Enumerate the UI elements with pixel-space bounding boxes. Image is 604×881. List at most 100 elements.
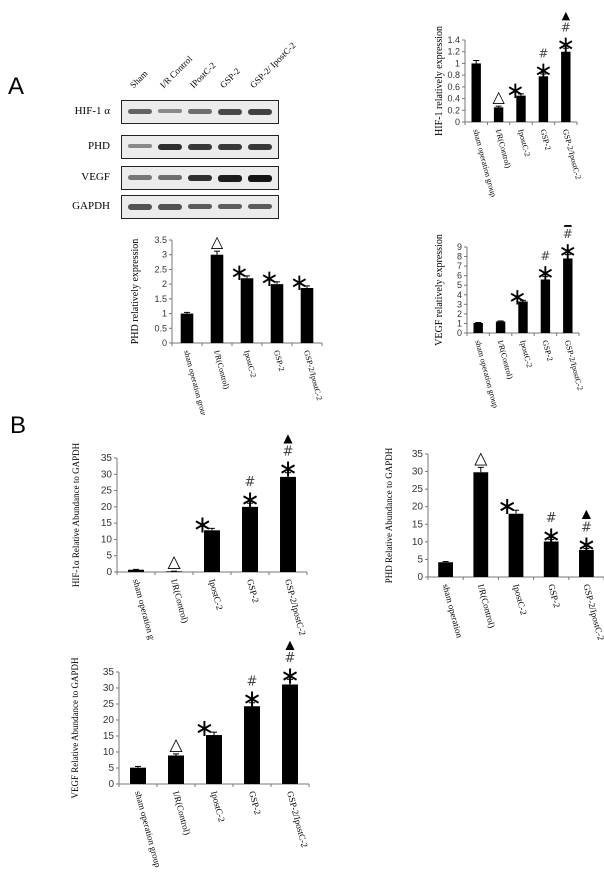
category-label: GSP-2	[540, 339, 554, 362]
lane-label: GSP-2	[217, 65, 242, 90]
y-tick-label: 35	[412, 449, 424, 460]
asterisk-marker: ∗	[278, 455, 298, 483]
y-axis-label: HIF-1 relatively expression	[434, 26, 445, 136]
y-tick-label: 6	[457, 271, 462, 281]
bar	[473, 472, 489, 577]
blot-band	[128, 175, 152, 180]
asterisk-marker: ∗	[576, 531, 596, 559]
filled-triangle-marker: ▲	[285, 640, 295, 652]
y-tick-label: 1	[455, 58, 460, 68]
bar	[438, 562, 453, 577]
asterisk-marker: ∗	[506, 78, 525, 104]
y-tick-label: 0	[457, 328, 462, 338]
bar	[244, 706, 260, 784]
bar	[508, 513, 524, 577]
asterisk-marker: ∗	[536, 261, 555, 287]
y-tick-label: 25	[101, 486, 113, 497]
bar	[300, 287, 314, 343]
y-tick-label: 5	[457, 280, 462, 290]
category-label: sham operation group	[182, 349, 209, 415]
bar	[493, 107, 504, 122]
y-tick-label: 10	[103, 747, 115, 758]
y-tick-label: 0.4	[447, 94, 460, 104]
lane-label: IPostC-2	[187, 60, 218, 90]
bar	[280, 476, 296, 572]
blot-band	[218, 144, 242, 151]
y-tick-label: 30	[103, 683, 115, 694]
hash-marker: #	[245, 475, 256, 490]
category-label: IpostC-2	[242, 349, 258, 378]
bar	[204, 530, 220, 572]
y-axis-label: VEGF relatively expression	[434, 234, 445, 346]
bar	[128, 569, 144, 572]
category-label: GSP-2	[272, 349, 286, 372]
blot-band	[188, 144, 212, 151]
y-tick-label: 0	[455, 117, 460, 127]
blot-band	[128, 109, 152, 115]
y-tick-label: 2	[162, 279, 167, 289]
asterisk-marker: ∗	[497, 492, 517, 520]
hash-marker: #	[283, 444, 294, 459]
y-tick-label: 2	[457, 309, 462, 319]
y-tick-label: 30	[412, 467, 424, 478]
open-triangle-marker: △	[492, 87, 505, 106]
y-tick-label: 9	[457, 242, 462, 252]
category-label: GSP-2	[546, 583, 562, 609]
bar	[282, 684, 298, 784]
category-label: IpostC-2	[209, 790, 227, 823]
category-label: sham operation group	[131, 578, 161, 640]
bar	[518, 301, 528, 333]
y-tick-label: 5	[108, 763, 114, 774]
category-label: I/R(Control)	[476, 583, 497, 629]
hash-marker: #	[285, 651, 296, 666]
y-tick-label: 8	[457, 252, 462, 262]
y-axis-label: VEGF Relative Abundance to GAPDH	[70, 657, 80, 798]
category-label: I/R(Control)	[496, 339, 515, 380]
y-tick-label: 3.5	[154, 235, 167, 245]
y-tick-label: 25	[412, 484, 424, 495]
bar	[210, 254, 224, 343]
blot-strip	[121, 166, 279, 190]
bar	[130, 767, 146, 784]
y-tick-label: 15	[412, 519, 424, 530]
y-tick-label: 5	[417, 554, 423, 565]
asterisk-marker: ∗	[556, 32, 575, 58]
y-tick-label: 0.8	[447, 70, 460, 80]
y-tick-label: 35	[103, 667, 115, 678]
bar	[206, 735, 222, 784]
bar	[495, 321, 506, 333]
bar	[563, 258, 573, 333]
y-tick-label: 35	[101, 453, 113, 464]
open-triangle-marker: △	[169, 735, 183, 755]
blot-band	[188, 109, 212, 114]
hash-marker: #	[538, 46, 548, 60]
category-label: GSP-2	[245, 578, 261, 604]
blot-band	[248, 204, 272, 210]
category-label: IpostC-2	[518, 339, 534, 368]
blot-band	[158, 109, 182, 114]
y-tick-label: 0	[106, 567, 112, 578]
category-label: IpostC-2	[207, 578, 225, 611]
panel-letter-b: B	[10, 412, 27, 439]
y-tick-label: 25	[103, 699, 115, 710]
panel-letter-a: A	[8, 73, 25, 100]
filled-triangle-marker: ▲	[564, 225, 573, 228]
blot-row-label: HIF-1 α	[74, 105, 110, 117]
asterisk-marker: ∗	[192, 510, 212, 538]
blot-band	[188, 204, 212, 210]
bar	[543, 541, 559, 577]
bar	[538, 76, 549, 122]
open-triangle-marker: △	[474, 448, 488, 468]
bar	[240, 278, 254, 343]
y-tick-label: 3	[457, 299, 462, 309]
filled-triangle-marker: ▲	[562, 9, 571, 22]
y-tick-label: 7	[457, 261, 462, 271]
blot-strip	[121, 135, 279, 159]
y-axis-label: PHD relatively expression	[130, 239, 141, 345]
blot-row-label: PHD	[87, 140, 110, 152]
asterisk-marker: ∗	[242, 685, 262, 713]
y-tick-label: 10	[412, 537, 424, 548]
lane-label: GSP-2/ IpostC-2	[247, 40, 298, 90]
category-label: GSP-2/IpostC-2	[285, 790, 310, 849]
